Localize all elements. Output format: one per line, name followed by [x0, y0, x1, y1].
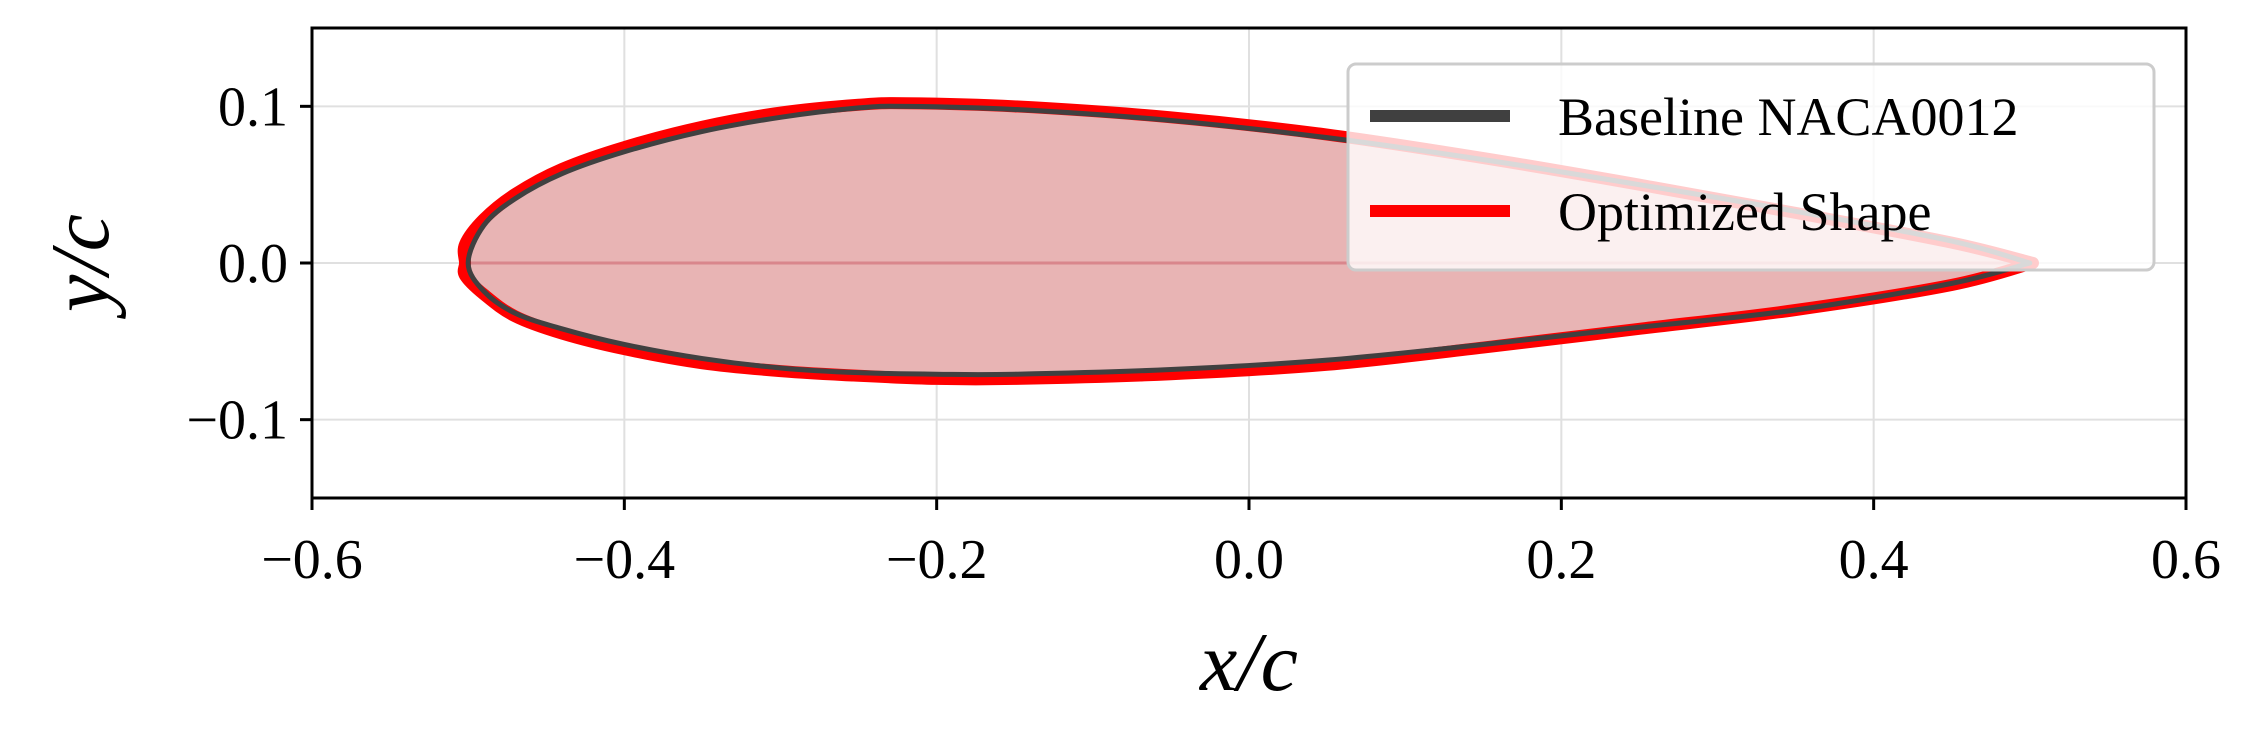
x-tick-label-2: −0.2: [886, 529, 988, 591]
x-tick-label-1: −0.4: [574, 529, 676, 591]
y-tick-label-0: 0.1: [218, 76, 288, 138]
legend-label-baseline: Baseline NACA0012: [1558, 87, 2018, 147]
x-tick-label-3: 0.0: [1214, 529, 1284, 591]
y-axis-label: y/c: [34, 214, 127, 320]
x-tick-label-6: 0.6: [2151, 529, 2221, 591]
series-line-optimized: [457, 97, 2039, 386]
y-tick-label-2: −0.1: [186, 390, 288, 452]
y-axis-ticks: 0.1 0.0 −0.1: [186, 76, 312, 452]
x-tick-label-4: 0.2: [1526, 529, 1596, 591]
airfoil-fill-area: [463, 103, 2033, 380]
x-tick-label-0: −0.6: [261, 529, 363, 591]
airfoil-fill: [463, 103, 2033, 380]
x-axis-ticks: −0.6 −0.4 −0.2 0.0 0.2 0.4 0.6: [261, 498, 2221, 591]
legend-box: [1346, 62, 2156, 272]
y-tick-label-1: 0.0: [218, 233, 288, 295]
x-tick-label-5: 0.4: [1839, 529, 1909, 591]
legend: Baseline NACA0012 Optimized Shape: [1346, 62, 2156, 272]
x-axis-label: x/c: [1198, 616, 1298, 709]
legend-label-optimized: Optimized Shape: [1558, 182, 1931, 242]
